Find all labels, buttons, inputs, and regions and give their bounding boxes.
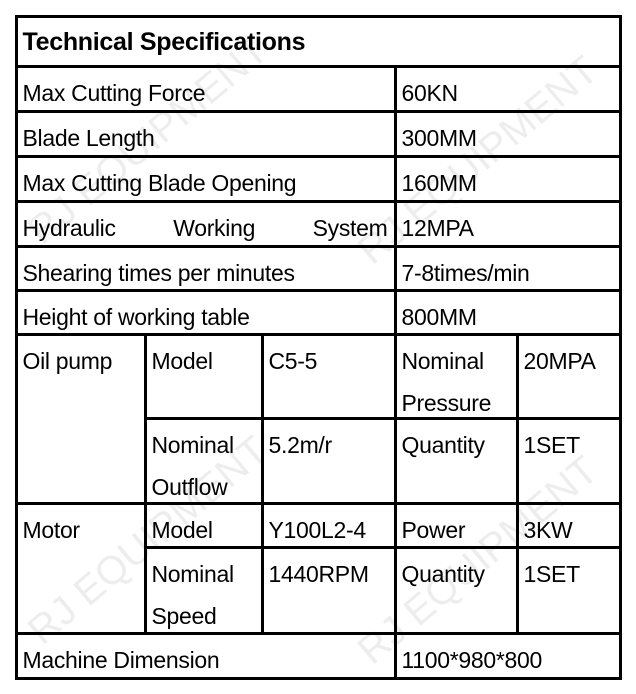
spec-value: 1100*980*800	[393, 631, 622, 680]
spec-label: Nominal Pressure	[393, 332, 519, 420]
spec-value: 3KW	[515, 501, 622, 549]
spec-value: C5-5	[260, 332, 397, 420]
spec-value: Y100L2-4	[260, 501, 397, 549]
spec-label: Quantity	[393, 416, 519, 505]
spec-value: 12MPA	[393, 199, 622, 248]
label-word: Working	[173, 214, 256, 241]
spec-value: 20MPA	[515, 332, 622, 420]
spec-label: Blade Length	[14, 109, 397, 158]
spec-value: 7-8times/min	[393, 244, 622, 292]
spec-label: Height of working table	[14, 288, 397, 336]
table-title: Technical Specifications	[14, 14, 622, 68]
spec-label: Machine Dimension	[14, 631, 397, 680]
spec-label: Nominal Speed	[143, 545, 264, 635]
spec-label: Max Cutting Force	[14, 64, 397, 113]
spec-label: Quantity	[393, 545, 519, 635]
spec-value: 160MM	[393, 154, 622, 203]
spec-label: Power	[393, 501, 519, 549]
spec-value: 1SET	[515, 416, 622, 505]
spec-label: Model	[143, 501, 264, 549]
spec-value: 800MM	[393, 288, 622, 336]
oil-pump-label: Oil pump	[14, 332, 147, 505]
spec-label: Nominal Outflow	[143, 416, 264, 505]
spec-label: Hydraulic Working System	[14, 199, 397, 248]
spec-value: 300MM	[393, 109, 622, 158]
label-word: Hydraulic	[22, 214, 116, 241]
spec-value: 60KN	[393, 64, 622, 113]
motor-label: Motor	[14, 501, 147, 635]
spec-label: Max Cutting Blade Opening	[14, 154, 397, 203]
spec-label: Model	[143, 332, 264, 420]
label-word: System	[312, 214, 388, 241]
spec-value: 1440RPM	[260, 545, 397, 635]
spec-value: 1SET	[515, 545, 622, 635]
spec-value: 5.2m/r	[260, 416, 397, 505]
spec-label: Shearing times per minutes	[14, 244, 397, 292]
